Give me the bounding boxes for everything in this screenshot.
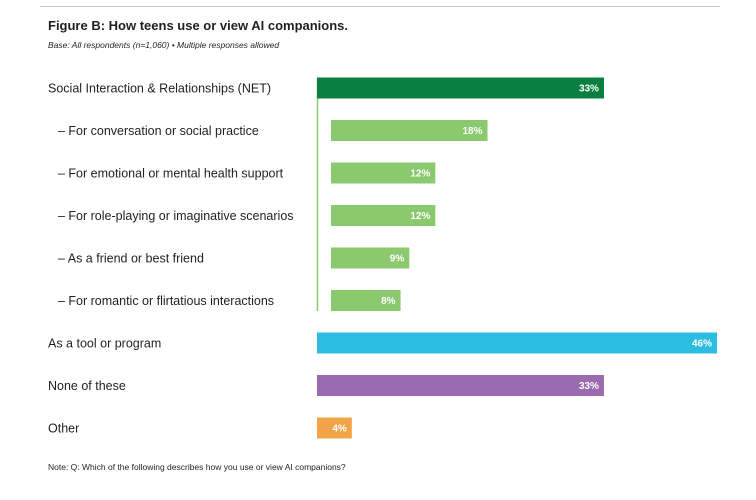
- bar-none: [317, 375, 604, 396]
- data-label: 46%: [692, 339, 712, 350]
- bar-sub: [331, 247, 410, 269]
- bar-sub: [331, 120, 488, 141]
- bar-sub: [331, 290, 401, 311]
- category-label: – For role-playing or imaginative scenar…: [58, 209, 294, 223]
- category-label: – For emotional or mental health support: [58, 167, 284, 181]
- bar-net: [317, 77, 604, 99]
- top-rule: [40, 6, 720, 7]
- data-label: 9%: [390, 254, 405, 265]
- data-label: 4%: [332, 424, 347, 435]
- data-label: 12%: [410, 211, 430, 222]
- category-label: – For romantic or flirtatious interactio…: [58, 294, 274, 308]
- base-note: Base: All respondents (n=1,060) • Multip…: [48, 40, 280, 50]
- category-label: None of these: [48, 379, 126, 393]
- category-label: – For conversation or social practice: [58, 124, 259, 138]
- category-label: Social Interaction & Relationships (NET): [48, 82, 271, 96]
- data-label: 8%: [381, 296, 396, 307]
- chart-title: Figure B: How teens use or view AI compa…: [48, 18, 349, 33]
- bar-sub: [331, 162, 436, 184]
- bar-tool: [317, 332, 717, 354]
- data-label: 33%: [579, 381, 599, 392]
- footnote: Note: Q: Which of the following describe…: [48, 462, 346, 472]
- bar-sub: [331, 205, 436, 226]
- bar-other: [317, 417, 352, 439]
- category-label: Other: [48, 422, 79, 436]
- data-label: 12%: [410, 169, 430, 180]
- data-label: 33%: [579, 84, 599, 95]
- category-label: – As a friend or best friend: [58, 252, 204, 266]
- category-label: As a tool or program: [48, 337, 161, 351]
- data-label: 18%: [463, 126, 483, 137]
